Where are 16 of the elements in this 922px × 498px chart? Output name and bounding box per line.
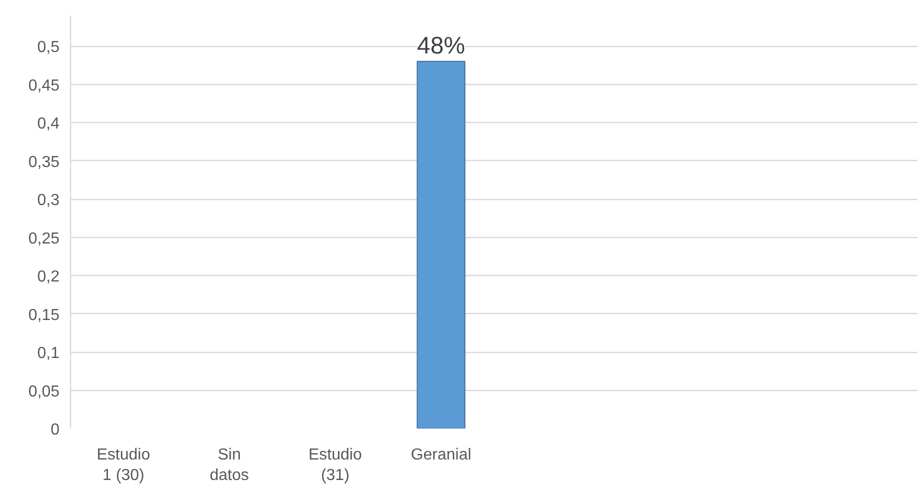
- y-tick-label: 0,25: [28, 230, 60, 248]
- y-tick-label: 0,1: [37, 345, 60, 362]
- y-tick-label: 0,15: [28, 306, 60, 324]
- x-tick-label: Sin datos: [210, 446, 249, 484]
- y-tick-label: 0,45: [28, 77, 60, 94]
- y-tick-label: 0,3: [37, 192, 60, 210]
- y-tick-label: 0,2: [37, 268, 60, 286]
- y-tick-label: 0,35: [28, 154, 60, 171]
- y-tick-label: 0,5: [37, 39, 60, 56]
- x-tick-label: Estudio (31): [308, 446, 362, 484]
- x-tick-label: Geranial: [410, 446, 472, 464]
- y-tick-label: 0,05: [28, 383, 60, 400]
- y-tick-label: 0,4: [37, 116, 60, 133]
- y-tick-label: 0: [50, 422, 60, 438]
- x-tick-label: Estudio 1 (30): [96, 446, 150, 484]
- data-label: 48%: [417, 32, 466, 60]
